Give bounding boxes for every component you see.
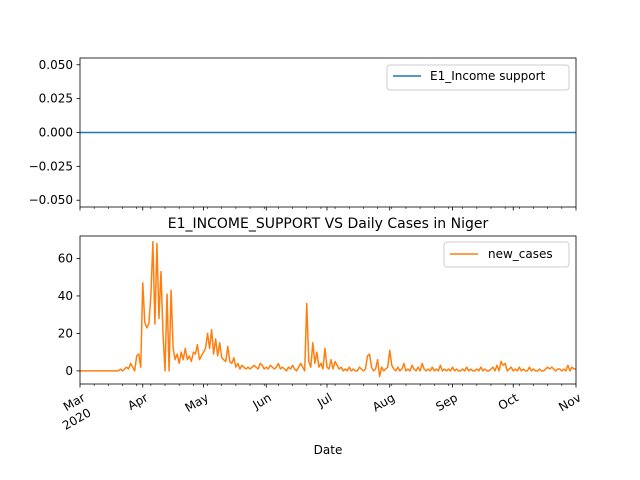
- top-y-tick-label: 0.025: [39, 92, 73, 106]
- bottom-chart-title: E1_INCOME_SUPPORT VS Daily Cases in Nige…: [168, 216, 489, 232]
- top-y-tick-label: −0.025: [29, 159, 73, 173]
- top-legend-box: [386, 64, 570, 91]
- bottom-y-tick-label: 20: [58, 326, 73, 340]
- bottom-legend-label: new_cases: [488, 247, 553, 261]
- bottom-series-layer: [80, 240, 576, 378]
- top-legend-label: E1_Income support: [430, 69, 546, 83]
- top-x-ticks: [79, 207, 577, 211]
- x-tick-label: Nov: [556, 390, 583, 414]
- top-y-ticks: 0.050 0.025 0.000 −0.025 −0.050: [29, 58, 80, 207]
- bottom-legend: new_cases: [443, 241, 570, 268]
- bottom-plot-frame: [79, 235, 577, 385]
- bottom-legend-box: [443, 241, 570, 268]
- x-tick-label: Apr: [125, 390, 150, 413]
- x-tick-label: Sep: [433, 390, 460, 413]
- x-tick-label: Jul: [314, 390, 334, 410]
- x-axis-label: Date: [314, 443, 343, 457]
- bottom-y-tick-label: 60: [58, 251, 73, 265]
- bottom-y-tick-label: 40: [58, 289, 73, 303]
- bottom-y-tick-label: 0: [65, 364, 73, 378]
- top-plot-frame: [79, 57, 577, 208]
- x-tick-label: May: [183, 390, 211, 415]
- top-y-tick-label: 0.050: [39, 58, 73, 72]
- bottom-y-ticks: 0 20 40 60: [58, 251, 80, 378]
- top-y-tick-label: −0.050: [29, 193, 73, 207]
- top-subplot: 0.050 0.025 0.000 −0.025 −0.050 E1_Income su…: [29, 57, 577, 211]
- x-tick-label: Oct: [496, 390, 521, 413]
- series-line-new-cases: [80, 240, 576, 378]
- bottom-subplot: E1_INCOME_SUPPORT VS Daily Cases in Nige…: [58, 216, 584, 457]
- x-tick-label: Jun: [250, 390, 274, 412]
- x-tick-label: Aug: [370, 390, 397, 414]
- top-y-tick-label: 0.000: [39, 126, 73, 140]
- top-legend: E1_Income support: [386, 64, 570, 91]
